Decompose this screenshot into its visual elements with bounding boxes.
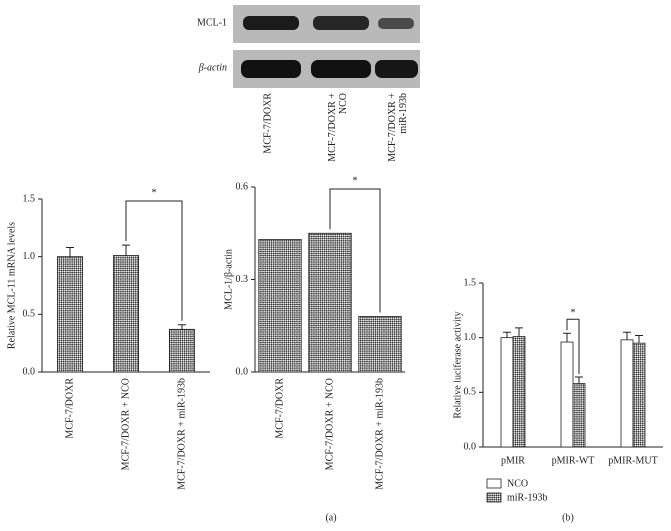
- y-tick-label: 0.3: [236, 274, 249, 285]
- chart: 0.0 0.3 0.6 MCL-1/β-actin MCF-7/DOXR MCF-7/DO…: [223, 175, 405, 490]
- error-bar: [635, 334, 643, 344]
- significance-bracket: [566, 318, 580, 375]
- bar: [168, 328, 195, 373]
- panel-label: (a): [325, 512, 336, 523]
- significance-bracket: [329, 188, 381, 313]
- significance-label: *: [152, 187, 157, 198]
- chart: 0.0 0.5 1.0 1.5 Relative luciferase activity…: [452, 277, 663, 503]
- band: [313, 16, 369, 30]
- lane-label: MCF-7/DOXR: [262, 93, 273, 154]
- band: [311, 60, 371, 78]
- bar: [358, 316, 402, 373]
- chart: 0.0 0.5 1.0 1.5 Relative MCL-11 mRNA levels M…: [6, 187, 210, 490]
- error-bar: [515, 327, 523, 337]
- y-tick-label: 0.6: [236, 181, 249, 192]
- lane-label: MCF-7/DOXR +: [327, 93, 338, 162]
- band: [243, 16, 299, 30]
- error-bar: [623, 331, 631, 340]
- significance-label: *: [571, 308, 576, 319]
- bar: [308, 232, 352, 373]
- y-axis-label: Relative MCL-11 mRNA levels: [6, 222, 17, 349]
- x-tick-label: MCF-7/DOXR + NCO: [324, 378, 335, 470]
- x-tick-label: pMIR: [501, 455, 525, 466]
- bar: [258, 239, 302, 373]
- bar: [572, 383, 586, 448]
- significance-bracket: [125, 200, 183, 321]
- x-tick-label: pMIR-WT: [552, 455, 595, 466]
- x-tick-label: MCF-7/DOXR: [64, 378, 75, 439]
- error-bar: [122, 244, 130, 256]
- y-tick-label: 0.0: [23, 366, 36, 377]
- error-bar: [178, 324, 186, 330]
- y-axis-label: MCL-1/β-actin: [223, 249, 234, 310]
- x-tick-label: MCF-7/DOXR + miR-193b: [374, 378, 385, 490]
- legend-label: NCO: [507, 478, 528, 489]
- bar: [560, 341, 574, 448]
- x-tick-label: MCF-7/DOXR + NCO: [120, 378, 131, 470]
- bar: [620, 339, 634, 448]
- error-bar: [563, 332, 571, 343]
- bar: [512, 336, 526, 448]
- y-tick-label: 0.0: [236, 366, 249, 377]
- panel-label: (b): [562, 512, 574, 523]
- lane-label: miR-193b: [398, 93, 409, 134]
- bar: [500, 337, 514, 448]
- western-blot: MCL-1 β-actin: [197, 5, 420, 88]
- bar: [57, 256, 84, 373]
- band: [241, 60, 301, 78]
- error-bar: [575, 376, 583, 384]
- y-tick-label: 1.0: [23, 251, 36, 262]
- blot-row-label: MCL-1: [197, 17, 227, 28]
- band: [378, 18, 414, 29]
- error-bar: [503, 331, 511, 338]
- y-axis-label: Relative luciferase activity: [452, 311, 463, 418]
- legend-swatch: [486, 478, 502, 489]
- lane-label: MCF-7/DOXR +: [387, 93, 398, 162]
- y-tick-label: 1.5: [464, 277, 477, 288]
- legend-swatch: [486, 492, 502, 503]
- x-tick-label: MCF-7/DOXR: [274, 378, 285, 439]
- significance-label: *: [353, 175, 358, 186]
- lane-label: NCO: [338, 93, 349, 114]
- x-tick-label: MCF-7/DOXR + miR-193b: [176, 378, 187, 490]
- bar: [632, 342, 646, 448]
- y-tick-label: 0.5: [23, 309, 36, 320]
- legend-label: miR-193b: [507, 492, 548, 503]
- y-tick-label: 0.5: [464, 387, 477, 398]
- x-tick-label: pMIR-MUT: [608, 455, 657, 466]
- y-tick-label: 0.0: [464, 441, 477, 452]
- blot-row-label: β-actin: [198, 62, 227, 73]
- bar: [113, 255, 140, 373]
- band: [375, 60, 418, 78]
- y-tick-label: 1.5: [23, 193, 36, 204]
- error-bar: [66, 246, 74, 257]
- y-tick-label: 1.0: [464, 332, 477, 343]
